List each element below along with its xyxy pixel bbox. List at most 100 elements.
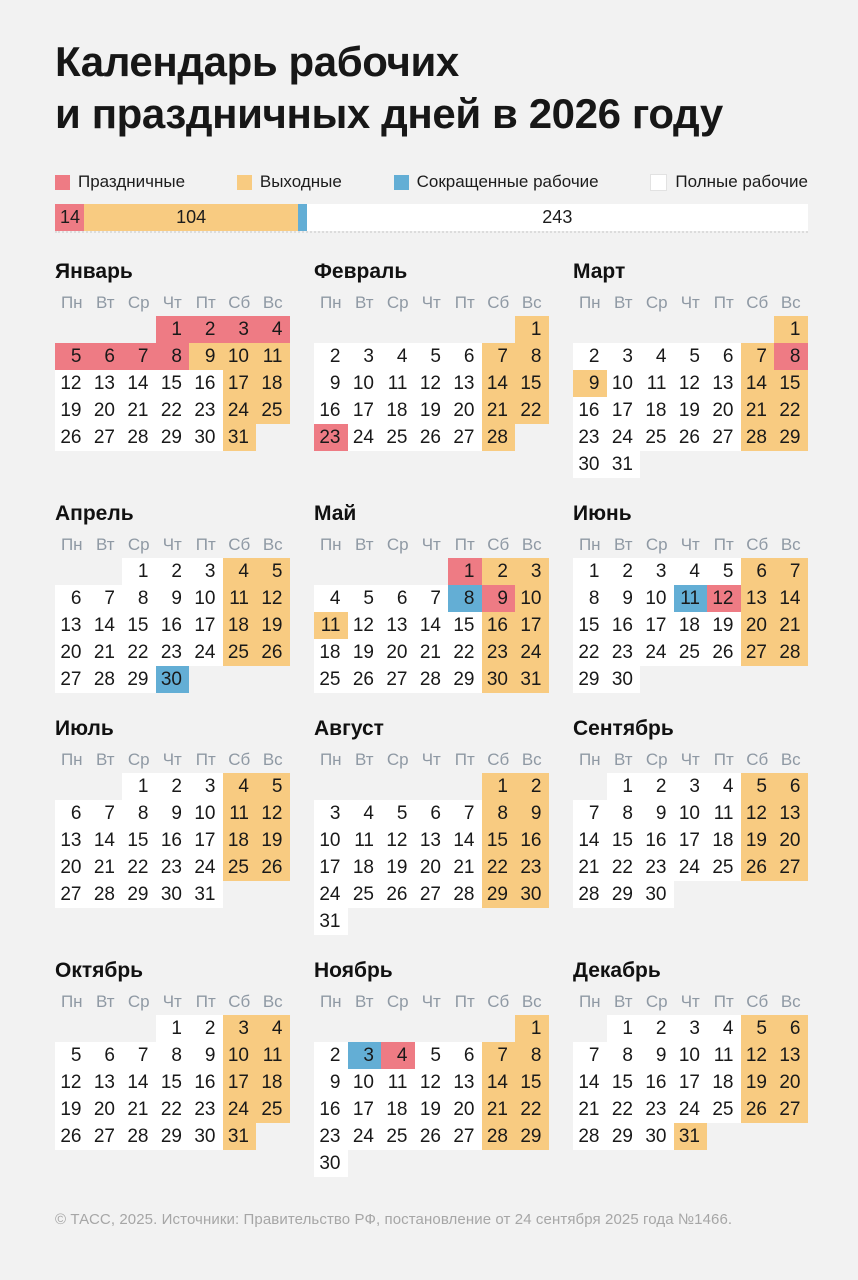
day-cell-workday: 31 (314, 908, 348, 936)
month-Сентябрь: Сентябрь Пн Вт Ср Чт Пт Сб Вс 1 2 3 4 5 6 7 8 9 10 11 12 13 1… (573, 717, 808, 909)
day-cell-workday: 27 (448, 1123, 482, 1151)
day-cell-short-workday: 8 (448, 585, 482, 613)
weekday-label: Вт (354, 992, 374, 1012)
month-title: Сентябрь (573, 717, 674, 741)
day-cell-workday: 17 (314, 854, 348, 882)
month-Апрель: Апрель Пн Вт Ср Чт Пт Сб Вс 1 2 3 4 5 6 7 8 9 10 11 12 13 14 1… (55, 502, 290, 694)
day-cell-workday: 3 (189, 773, 223, 801)
day-cell-workday: 29 (155, 1123, 189, 1151)
calendar-grid: Январь Пн Вт Ср Чт Пт Сб Вс 1 2 3 4 5 6 7 8 9 10 11 12 13 14 1… (55, 260, 808, 1178)
day-cell-workday: 27 (707, 424, 741, 452)
day-cell-empty (515, 424, 549, 451)
day-cell-empty (482, 1150, 516, 1177)
day-cell-dayoff: 16 (515, 827, 549, 855)
day-cell-workday: 8 (606, 800, 640, 828)
week-row: 4 5 6 7 8 9 10 (314, 585, 549, 613)
day-cell-empty (348, 316, 382, 343)
weekday-header: Пн Вт Ср Чт Пт Сб Вс (314, 293, 549, 313)
weekday-label: Пт (713, 992, 734, 1012)
day-cell-empty (607, 316, 641, 343)
day-cell-workday: 19 (414, 1096, 448, 1124)
day-cell-dayoff: 21 (481, 397, 515, 425)
week-row: 17 18 19 20 21 22 23 (314, 854, 549, 882)
weekday-label: Вс (262, 293, 283, 313)
day-cell-workday: 30 (189, 1123, 223, 1151)
day-cell-dayoff: 22 (515, 1096, 549, 1124)
day-cell-empty (741, 316, 775, 343)
week-row: 8 9 10 11 12 13 14 (573, 585, 808, 613)
day-cell-workday: 23 (189, 397, 223, 425)
day-cell-empty (573, 316, 607, 343)
weekday-label: Ср (127, 992, 150, 1012)
day-cell-dayoff: 15 (774, 370, 808, 398)
day-cell-empty (674, 881, 708, 908)
weekday-label: Чт (680, 750, 700, 770)
weekday-label: Вс (262, 750, 283, 770)
weekday-label: Ср (127, 535, 150, 555)
day-cell-workday: 8 (606, 1042, 640, 1070)
day-cell-workday: 18 (707, 1069, 741, 1097)
day-cell-workday: 2 (640, 1015, 674, 1043)
weekday-label: Сб (487, 992, 510, 1012)
day-cell-workday: 30 (189, 424, 223, 452)
day-cell-holiday: 8 (774, 343, 808, 371)
day-cell-workday: 12 (55, 370, 89, 398)
day-cell-workday: 28 (122, 424, 156, 452)
day-cell-workday: 28 (573, 1123, 607, 1151)
day-cell-workday: 16 (606, 612, 640, 640)
day-cell-workday: 15 (573, 612, 607, 640)
day-cell-dayoff: 10 (222, 343, 256, 371)
day-cell-dayoff: 12 (740, 800, 774, 828)
day-cell-empty (448, 908, 482, 935)
legend-label: Сокращенные рабочие (416, 172, 599, 192)
weekday-label: Чт (162, 293, 182, 313)
day-cell-dayoff: 12 (740, 1042, 774, 1070)
day-cell-workday: 15 (606, 827, 640, 855)
weekday-label: Ср (386, 293, 409, 313)
day-cell-workday: 14 (573, 1069, 607, 1097)
day-cell-workday: 16 (155, 827, 189, 855)
day-cell-workday: 15 (122, 612, 156, 640)
weekday-label: Чт (680, 535, 700, 555)
month-title: Апрель (55, 502, 134, 526)
bar-segment-holiday: 14 (55, 204, 84, 232)
day-cell-workday: 17 (189, 827, 223, 855)
day-cell-workday: 19 (673, 397, 707, 425)
weekday-label: Вс (521, 992, 542, 1012)
legend-item-holiday: Праздничные (55, 172, 185, 192)
dayoff-swatch-icon (236, 174, 252, 190)
day-cell-empty (55, 773, 89, 800)
week-row: 30 (314, 1150, 549, 1178)
day-cell-empty (223, 666, 257, 693)
day-cell-workday: 13 (88, 1069, 122, 1097)
week-row: 5 6 7 8 9 10 11 (55, 343, 290, 371)
weekday-label: Ср (386, 992, 409, 1012)
day-cell-dayoff: 14 (481, 1069, 515, 1097)
day-cell-workday: 27 (55, 881, 89, 909)
day-cell-workday: 5 (381, 800, 415, 828)
day-cell-dayoff: 22 (481, 854, 515, 882)
day-cell-dayoff: 15 (515, 1069, 549, 1097)
day-cell-empty (256, 881, 290, 908)
month-title: Январь (55, 260, 133, 284)
month-title: Июль (55, 717, 114, 741)
weekday-label: Вт (613, 535, 633, 555)
day-cell-empty (640, 451, 674, 478)
day-cell-workday: 7 (448, 800, 482, 828)
day-cell-workday: 4 (314, 585, 348, 613)
day-cell-empty (674, 316, 708, 343)
day-cell-empty (741, 1123, 775, 1150)
day-cell-empty (314, 773, 348, 800)
day-cell-workday: 24 (673, 1096, 707, 1124)
day-cell-workday: 8 (155, 1042, 189, 1070)
weekday-label: Пн (319, 992, 342, 1012)
day-cell-empty (415, 1015, 449, 1042)
day-cell-empty (55, 558, 89, 585)
day-cell-workday: 10 (673, 800, 707, 828)
weekday-label: Чт (421, 750, 441, 770)
day-cell-workday: 6 (55, 800, 89, 828)
day-cell-dayoff: 20 (774, 827, 808, 855)
day-cell-dayoff: 26 (256, 854, 290, 882)
day-cell-workday: 9 (155, 585, 189, 613)
day-cell-dayoff: 20 (774, 1069, 808, 1097)
